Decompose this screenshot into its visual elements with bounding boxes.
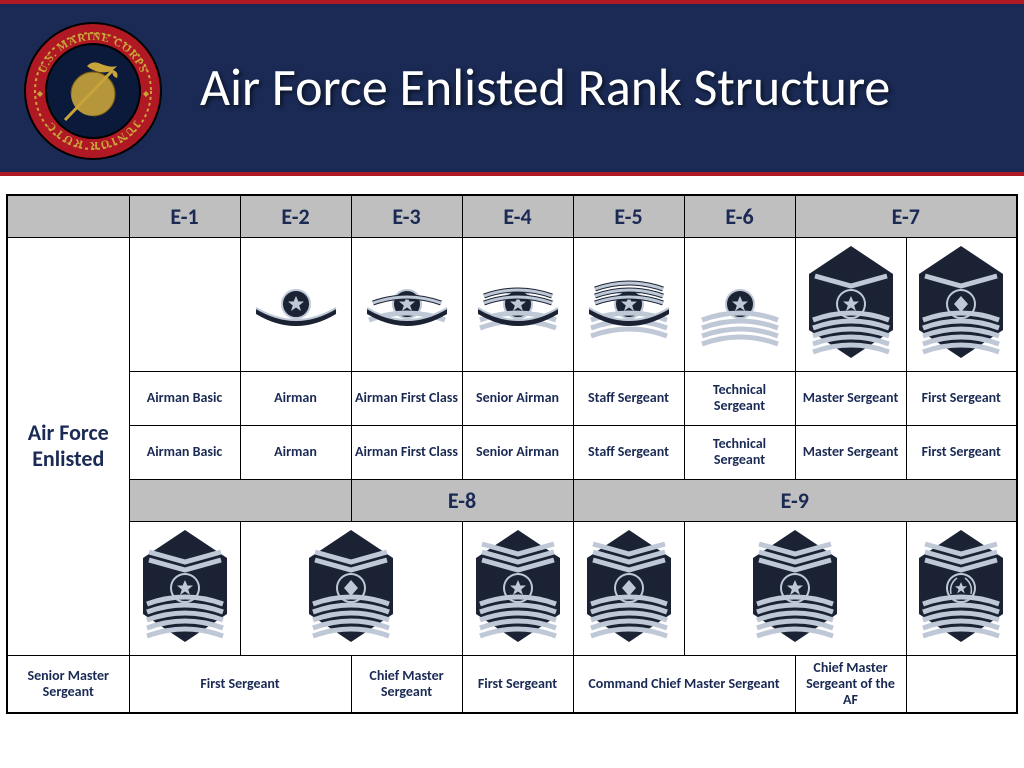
paygrade-e1: E-1 [129,195,240,237]
paygrade-e2: E-2 [240,195,351,237]
name-r1-4: Staff Sergeant [573,425,684,479]
insignia-r2-0 [129,521,240,655]
row-label: Air Force Enlisted [7,237,129,655]
rank-table: E-1 E-2 E-3 E-4 E-5 E-6 E-7 Air Force En… [6,194,1018,714]
name-e2: Airman [240,371,351,425]
name-e7a: Master Sergeant [795,371,906,425]
blank-corner-2 [129,479,351,521]
paygrade-row-2: E-8E-9 [7,479,1017,521]
name-r1-2: Airman First Class [351,425,462,479]
paygrade-e8: E-8 [351,479,573,521]
name-e4: Senior Airman [462,371,573,425]
paygrade-e9: E-9 [573,479,1017,521]
insignia-e5 [573,237,684,371]
name-r2-2: Chief Master Sergeant [351,655,462,713]
insignia-e1 [129,237,240,371]
insignia-r2-2 [462,521,573,655]
insignia-e7a [795,237,906,371]
insignia-row-2 [7,521,1017,655]
paygrade-e6: E-6 [684,195,795,237]
name-row-1: Airman Basic Airman Airman First Class S… [7,371,1017,425]
insignia-e6 [684,237,795,371]
name-r2-0: Senior Master Sergeant [7,655,129,713]
insignia-e4 [462,237,573,371]
name-e1: Airman Basic [129,371,240,425]
name-r2-3: First Sergeant [462,655,573,713]
name-e3: Airman First Class [351,371,462,425]
name-r2-5: Chief Master Sergeant of the AF [795,655,906,713]
name-row-1: Airman BasicAirmanAirman First ClassSeni… [7,425,1017,479]
paygrade-e3: E-3 [351,195,462,237]
name-e5: Staff Sergeant [573,371,684,425]
insignia-e2 [240,237,351,371]
name-r1-6: Master Sergeant [795,425,906,479]
paygrade-e5: E-5 [573,195,684,237]
insignia-row-1: Air Force Enlisted [7,237,1017,371]
insignia-r2-5 [906,521,1017,655]
insignia-r2-3 [573,521,684,655]
insignia-r2-1 [240,521,462,655]
paygrade-e7: E-7 [795,195,1017,237]
name-r2-4: Command Chief Master Sergeant [573,655,795,713]
blank-corner [7,195,129,237]
name-row-2: Senior Master SergeantFirst SergeantChie… [7,655,1017,713]
name-e7b: First Sergeant [906,371,1017,425]
name-r1-3: Senior Airman [462,425,573,479]
page-title: Air Force Enlisted Rank Structure [200,58,890,118]
rank-table-area: E-1 E-2 E-3 E-4 E-5 E-6 E-7 Air Force En… [0,176,1024,720]
name-r1-7: First Sergeant [906,425,1017,479]
name-r1-0: Airman Basic [129,425,240,479]
header-band: U.S. MARINE CORPS JUNIOR ROTC Air Force … [0,0,1024,176]
name-e6: Technical Sergeant [684,371,795,425]
insignia-r2-4 [684,521,906,655]
insignia-e7b [906,237,1017,371]
usmc-jrotc-seal: U.S. MARINE CORPS JUNIOR ROTC [22,20,164,162]
insignia-e3 [351,237,462,371]
paygrade-e4: E-4 [462,195,573,237]
paygrade-row-1: E-1 E-2 E-3 E-4 E-5 E-6 E-7 [7,195,1017,237]
name-r1-1: Airman [240,425,351,479]
name-r1-5: Technical Sergeant [684,425,795,479]
name-r2-1: First Sergeant [129,655,351,713]
